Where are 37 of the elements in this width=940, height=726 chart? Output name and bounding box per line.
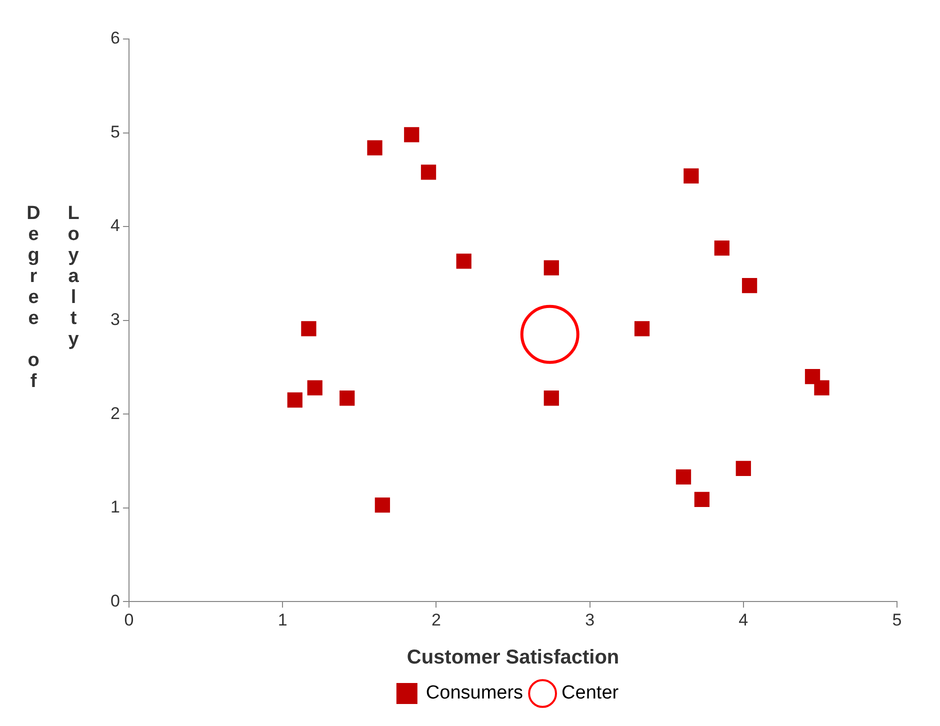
y-tick-label: 2	[110, 404, 120, 423]
point	[520, 304, 580, 364]
point	[694, 492, 710, 507]
point	[420, 164, 436, 180]
legend-label: Center	[562, 682, 620, 704]
point	[456, 254, 472, 269]
x-tick-label: 5	[892, 610, 902, 630]
y-tick-label: 0	[110, 591, 120, 610]
x-tick-label: 1	[278, 610, 288, 630]
x-tick-label: 3	[585, 610, 595, 630]
y-tick-label: 4	[110, 216, 120, 236]
y-axis-title: Degree of Loyalty	[22, 203, 85, 394]
point	[367, 140, 382, 156]
y-tick-label: 1	[110, 498, 120, 517]
point	[544, 260, 559, 276]
point	[714, 240, 730, 256]
x-tick-label: 2	[431, 610, 441, 630]
point	[814, 380, 830, 396]
point	[742, 278, 758, 294]
point	[544, 390, 559, 406]
point	[287, 392, 302, 408]
point	[404, 127, 420, 142]
legend-label: Consumers	[426, 682, 524, 704]
x-axis-title: Customer Satisfaction	[406, 646, 620, 669]
point	[340, 390, 355, 406]
point	[307, 380, 322, 396]
y-tick-label: 6	[110, 28, 120, 48]
y-tick-label: 3	[110, 310, 120, 329]
x-tick-label: 0	[124, 610, 134, 630]
point	[301, 321, 316, 336]
point	[736, 460, 751, 476]
point	[634, 321, 650, 336]
y-tick-label: 5	[110, 122, 120, 142]
point	[374, 497, 390, 513]
point	[676, 469, 692, 484]
x-tick-label: 4	[738, 610, 748, 630]
point	[684, 168, 699, 184]
